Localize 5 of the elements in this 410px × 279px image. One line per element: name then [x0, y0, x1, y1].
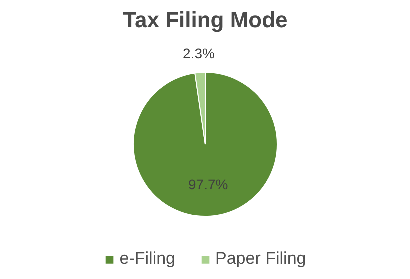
chart-title: Tax Filing Mode: [123, 8, 288, 32]
legend-label: Paper Filing: [216, 249, 306, 269]
data-label: 2.3%: [183, 46, 215, 62]
legend-label: e-Filing: [120, 249, 176, 269]
data-label: 97.7%: [188, 176, 228, 193]
